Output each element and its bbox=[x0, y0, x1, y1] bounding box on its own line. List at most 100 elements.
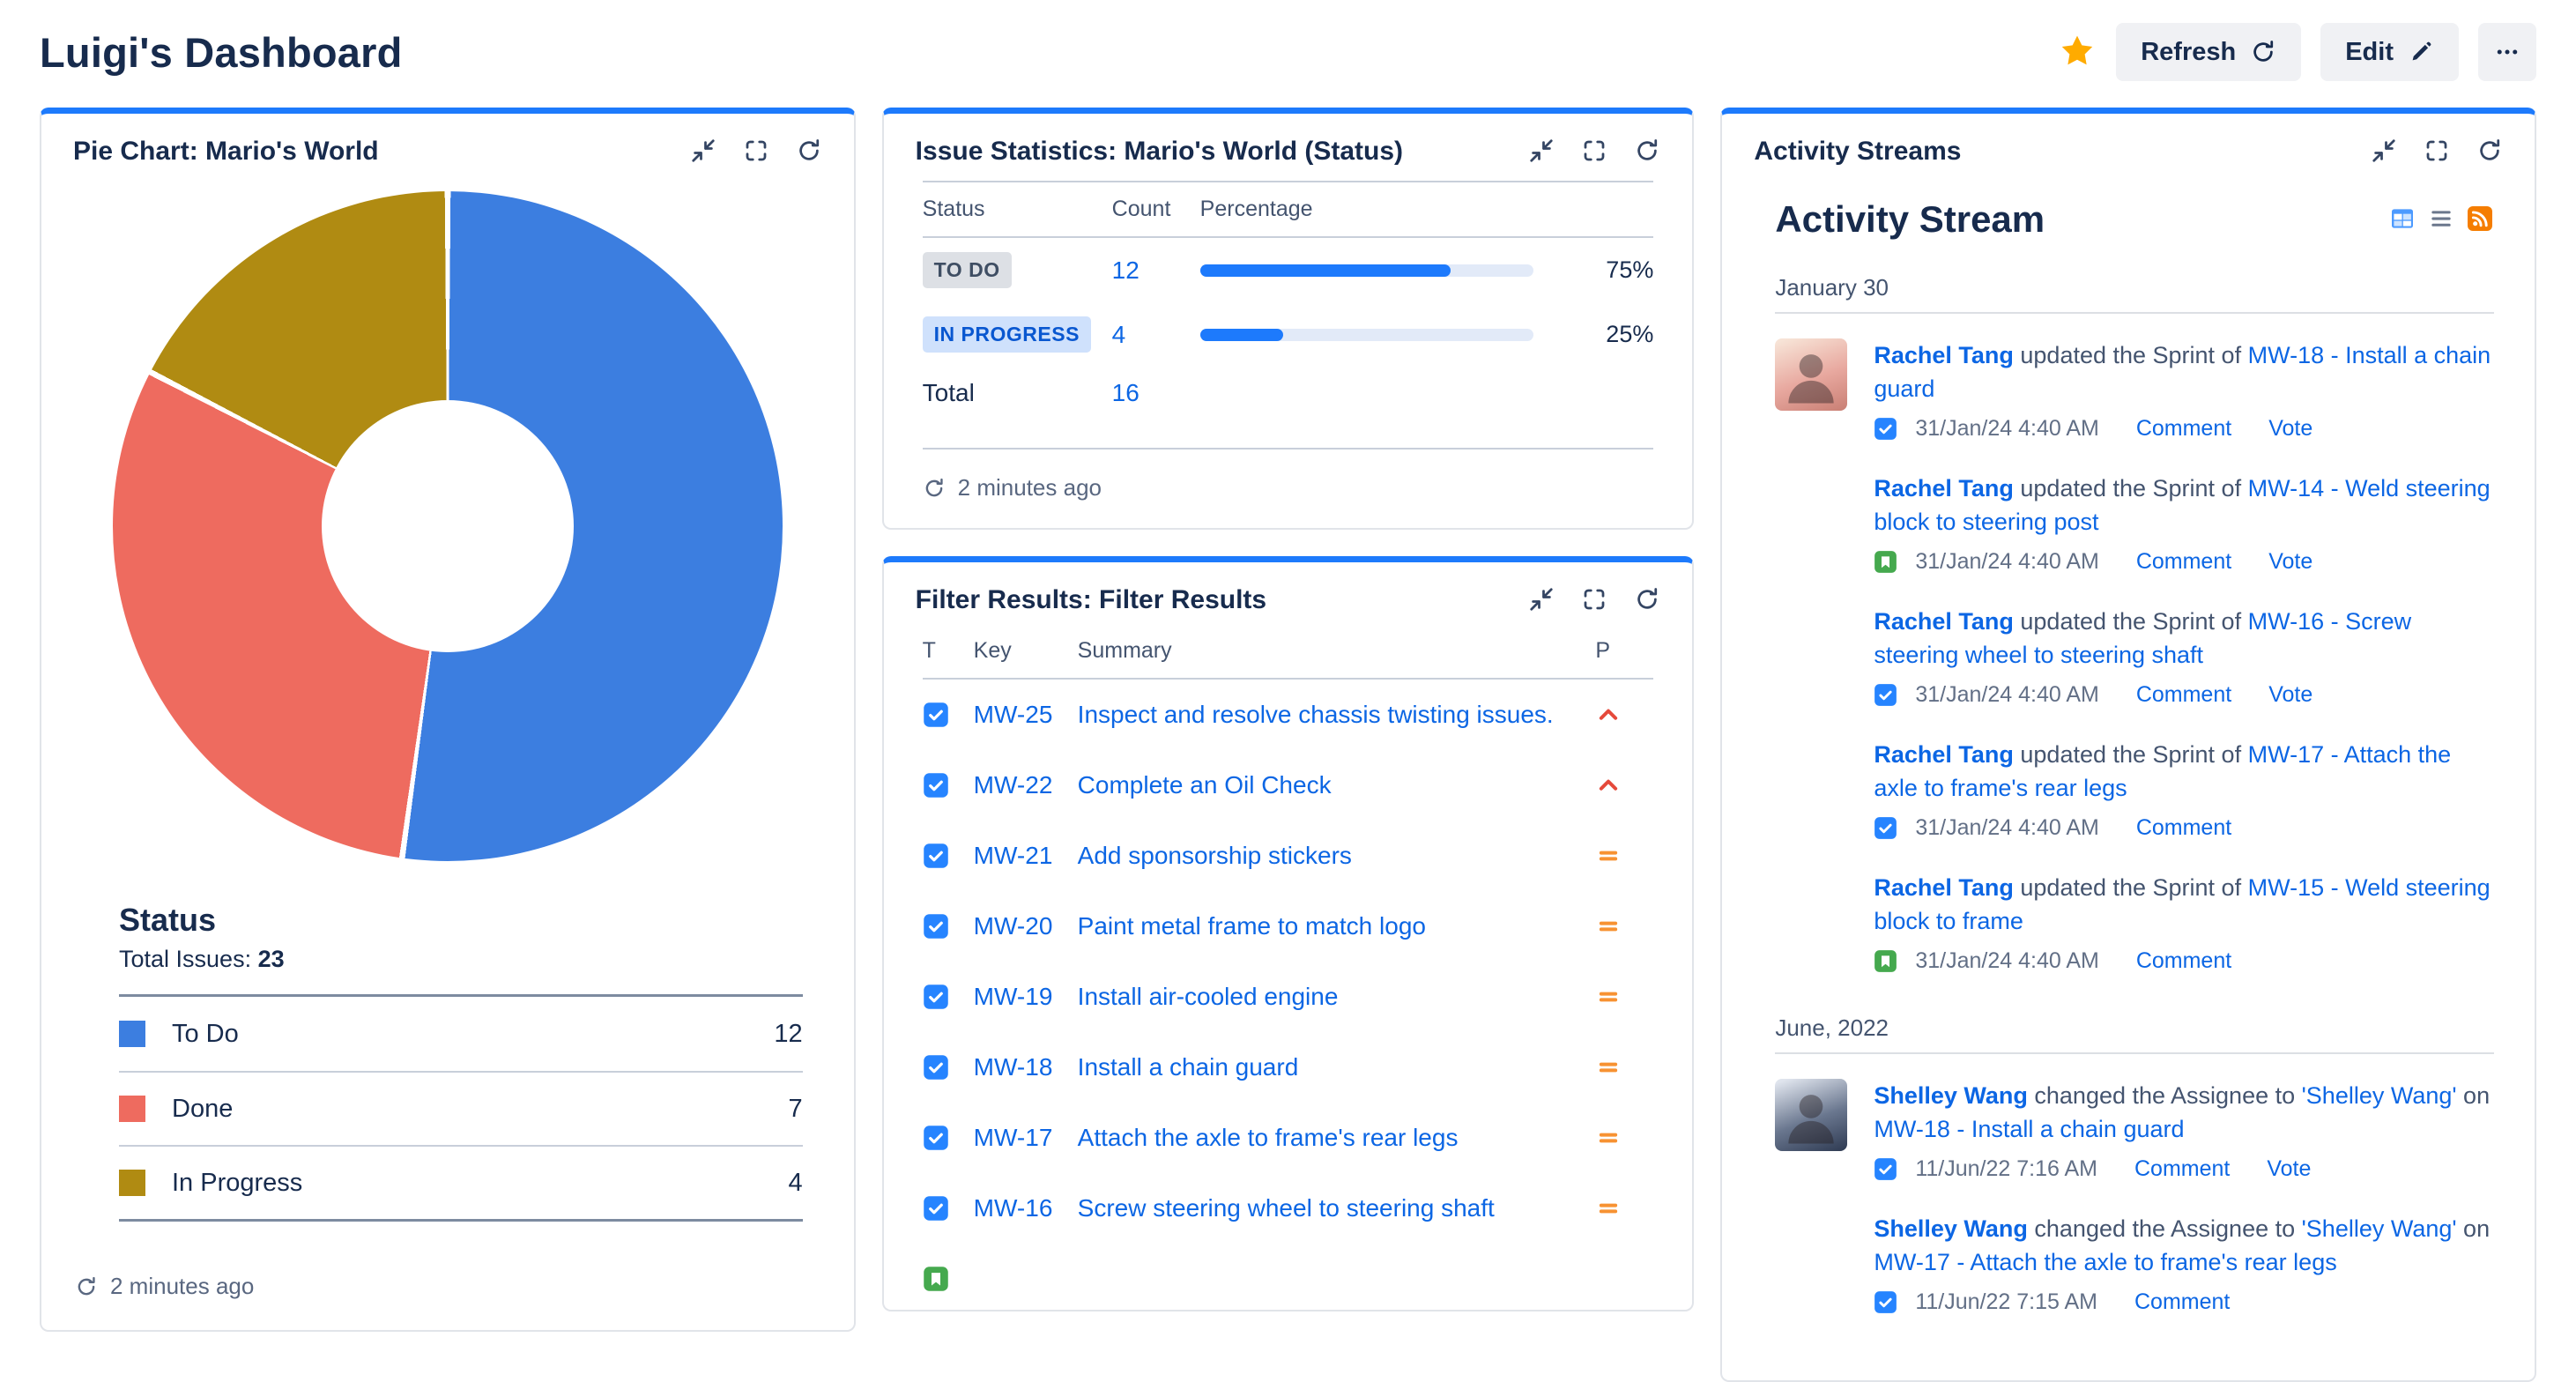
gadget-collapse-button[interactable] bbox=[1528, 137, 1555, 167]
board-view-icon bbox=[2388, 204, 2416, 233]
issue-key-link[interactable]: MW-25 bbox=[973, 701, 1053, 728]
issue-summary-link[interactable]: Attach the axle to frame's rear legs bbox=[1077, 1124, 1459, 1151]
comment-link[interactable]: Comment bbox=[2134, 1289, 2231, 1314]
table-row[interactable]: MW-20 Paint metal frame to match logo bbox=[923, 891, 1654, 962]
issue-key-link[interactable]: MW-22 bbox=[973, 771, 1053, 799]
gadget-expand-button[interactable] bbox=[2424, 137, 2450, 167]
wallboard-view-button[interactable] bbox=[2388, 204, 2416, 235]
legend-value: 4 bbox=[788, 1168, 803, 1197]
table-row[interactable]: MW-17 Attach the axle to frame's rear leg… bbox=[923, 1103, 1654, 1173]
gadget-expand-button[interactable] bbox=[1581, 137, 1607, 167]
user-link[interactable]: Rachel Tang bbox=[1874, 874, 2014, 901]
issue-link[interactable]: MW-18 - Install a chain guard bbox=[1874, 342, 2491, 402]
activity-stream-heading: Activity Stream bbox=[1775, 198, 2045, 240]
task-icon bbox=[1874, 683, 1897, 707]
avatar[interactable] bbox=[1775, 338, 1848, 411]
gadget-header: Pie Chart: Mario's World bbox=[41, 114, 854, 181]
comment-link[interactable]: Comment bbox=[2134, 1156, 2231, 1181]
gadget-expand-button[interactable] bbox=[743, 137, 769, 167]
total-count-link[interactable]: 16 bbox=[1111, 379, 1140, 406]
comment-link[interactable]: Comment bbox=[2135, 682, 2232, 707]
table-row[interactable]: MW-21 Add sponsorship stickers bbox=[923, 821, 1654, 891]
favorite-star-button[interactable] bbox=[2058, 32, 2097, 73]
issue-link[interactable]: MW-15 - Weld steering block to frame bbox=[1874, 874, 2491, 934]
issue-summary-link[interactable]: Install air-cooled engine bbox=[1077, 983, 1339, 1010]
gadget-collapse-button[interactable] bbox=[690, 137, 716, 167]
issue-link[interactable]: MW-14 - Weld steering block to steering … bbox=[1874, 475, 2491, 535]
issue-summary-link[interactable]: Inspect and resolve chassis twisting iss… bbox=[1077, 701, 1554, 728]
table-row[interactable]: MW-18 Install a chain guard bbox=[923, 1032, 1654, 1103]
edit-dashboard-button[interactable]: Edit bbox=[2320, 23, 2459, 81]
gadget-refreshed-status: 2 minutes ago bbox=[923, 474, 1654, 502]
refresh-dashboard-button[interactable]: Refresh bbox=[2116, 23, 2302, 81]
user-link[interactable]: Rachel Tang bbox=[1874, 475, 2014, 502]
vote-link[interactable]: Vote bbox=[2267, 1156, 2312, 1181]
table-row[interactable]: MW-25 Inspect and resolve chassis twistin… bbox=[923, 680, 1654, 750]
issue-key-link[interactable]: MW-18 bbox=[973, 1053, 1053, 1081]
pie-summary: Status Total Issues: 23 To Do 12 Done 7 In P… bbox=[41, 902, 854, 1222]
timestamp: 31/Jan/24 4:40 AM bbox=[1915, 682, 2099, 707]
issue-key-link[interactable]: MW-16 bbox=[973, 1194, 1053, 1222]
task-icon bbox=[923, 697, 974, 728]
gadget-refresh-button[interactable] bbox=[1634, 586, 1660, 615]
header-actions: Refresh Edit bbox=[2058, 23, 2536, 81]
issue-key-link[interactable]: MW-20 bbox=[973, 912, 1053, 940]
assignee-link[interactable]: 'Shelley Wang' bbox=[2301, 1215, 2457, 1242]
timestamp: 11/Jun/22 7:15 AM bbox=[1915, 1289, 2097, 1314]
gadget-collapse-button[interactable] bbox=[2371, 137, 2397, 167]
count-link[interactable]: 12 bbox=[1111, 256, 1140, 284]
refreshed-time: 2 minutes ago bbox=[110, 1273, 255, 1299]
gadget-title: Filter Results: Filter Results bbox=[915, 585, 1267, 614]
table-row[interactable]: MW-19 Install air-cooled engine bbox=[923, 962, 1654, 1032]
avatar[interactable] bbox=[1775, 1079, 1848, 1151]
rss-feed-button[interactable] bbox=[2466, 204, 2494, 235]
issue-key-link[interactable]: MW-21 bbox=[973, 842, 1053, 869]
issue-summary-link[interactable]: Screw steering wheel to steering shaft bbox=[1077, 1194, 1495, 1222]
legend-label: To Do bbox=[172, 1019, 239, 1048]
issue-key-link[interactable]: MW-19 bbox=[973, 983, 1053, 1010]
assignee-link[interactable]: 'Shelley Wang' bbox=[2301, 1082, 2457, 1109]
issue-link[interactable]: MW-16 - Screw steering wheel to steering… bbox=[1874, 608, 2412, 668]
issue-summary-link[interactable]: Paint metal frame to match logo bbox=[1077, 912, 1426, 940]
user-link[interactable]: Shelley Wang bbox=[1874, 1082, 2028, 1109]
table-row[interactable]: MW-22 Complete an Oil Check bbox=[923, 750, 1654, 821]
timestamp: 31/Jan/24 4:40 AM bbox=[1915, 549, 2099, 574]
page-title: Luigi's Dashboard bbox=[40, 28, 403, 76]
issue-link[interactable]: MW-17 - Attach the axle to frame's rear … bbox=[1874, 1249, 2337, 1275]
comment-link[interactable]: Comment bbox=[2135, 948, 2232, 973]
user-link[interactable]: Rachel Tang bbox=[1874, 741, 2014, 768]
legend-label: Done bbox=[172, 1094, 234, 1123]
issue-link[interactable]: MW-18 - Install a chain guard bbox=[1874, 1116, 2185, 1142]
vote-link[interactable]: Vote bbox=[2268, 416, 2313, 441]
comment-link[interactable]: Comment bbox=[2135, 549, 2232, 574]
issue-summary-link[interactable]: Complete an Oil Check bbox=[1077, 771, 1332, 799]
issue-summary-link[interactable]: Install a chain guard bbox=[1077, 1053, 1299, 1081]
user-link[interactable]: Shelley Wang bbox=[1874, 1215, 2028, 1242]
expand-icon bbox=[1581, 137, 1607, 164]
user-link[interactable]: Rachel Tang bbox=[1874, 342, 2014, 368]
gadget-refresh-button[interactable] bbox=[2476, 137, 2503, 167]
gadget-expand-button[interactable] bbox=[1581, 586, 1607, 615]
pie-chart[interactable] bbox=[112, 191, 783, 861]
more-button[interactable] bbox=[2478, 23, 2536, 81]
collapse-icon bbox=[2371, 137, 2397, 164]
vote-link[interactable]: Vote bbox=[2268, 549, 2313, 574]
issue-key-link[interactable]: MW-17 bbox=[973, 1124, 1053, 1151]
issue-summary-link[interactable]: Add sponsorship stickers bbox=[1077, 842, 1352, 869]
status-lozenge: TO DO bbox=[922, 252, 1012, 288]
table-row[interactable]: MW-16 Screw steering wheel to steering sh… bbox=[923, 1173, 1654, 1244]
gadget-collapse-button[interactable] bbox=[1528, 586, 1555, 615]
legend-row: To Do 12 bbox=[119, 997, 803, 1071]
vote-link[interactable]: Vote bbox=[2268, 682, 2313, 707]
list-view-button[interactable] bbox=[2427, 204, 2455, 235]
activity-item: Shelley Wang changed the Assignee to 'Sh… bbox=[1775, 1212, 2494, 1315]
count-link[interactable]: 4 bbox=[1111, 320, 1126, 348]
legend-row: Done 7 bbox=[119, 1071, 803, 1145]
gadget-refresh-button[interactable] bbox=[1634, 137, 1660, 167]
comment-link[interactable]: Comment bbox=[2135, 815, 2232, 840]
comment-link[interactable]: Comment bbox=[2135, 416, 2232, 441]
gadget-refresh-button[interactable] bbox=[796, 137, 822, 167]
issue-link[interactable]: MW-17 - Attach the axle to frame's rear … bbox=[1874, 741, 2452, 801]
pie-total-label: Total Issues: bbox=[119, 946, 252, 972]
user-link[interactable]: Rachel Tang bbox=[1874, 608, 2014, 635]
